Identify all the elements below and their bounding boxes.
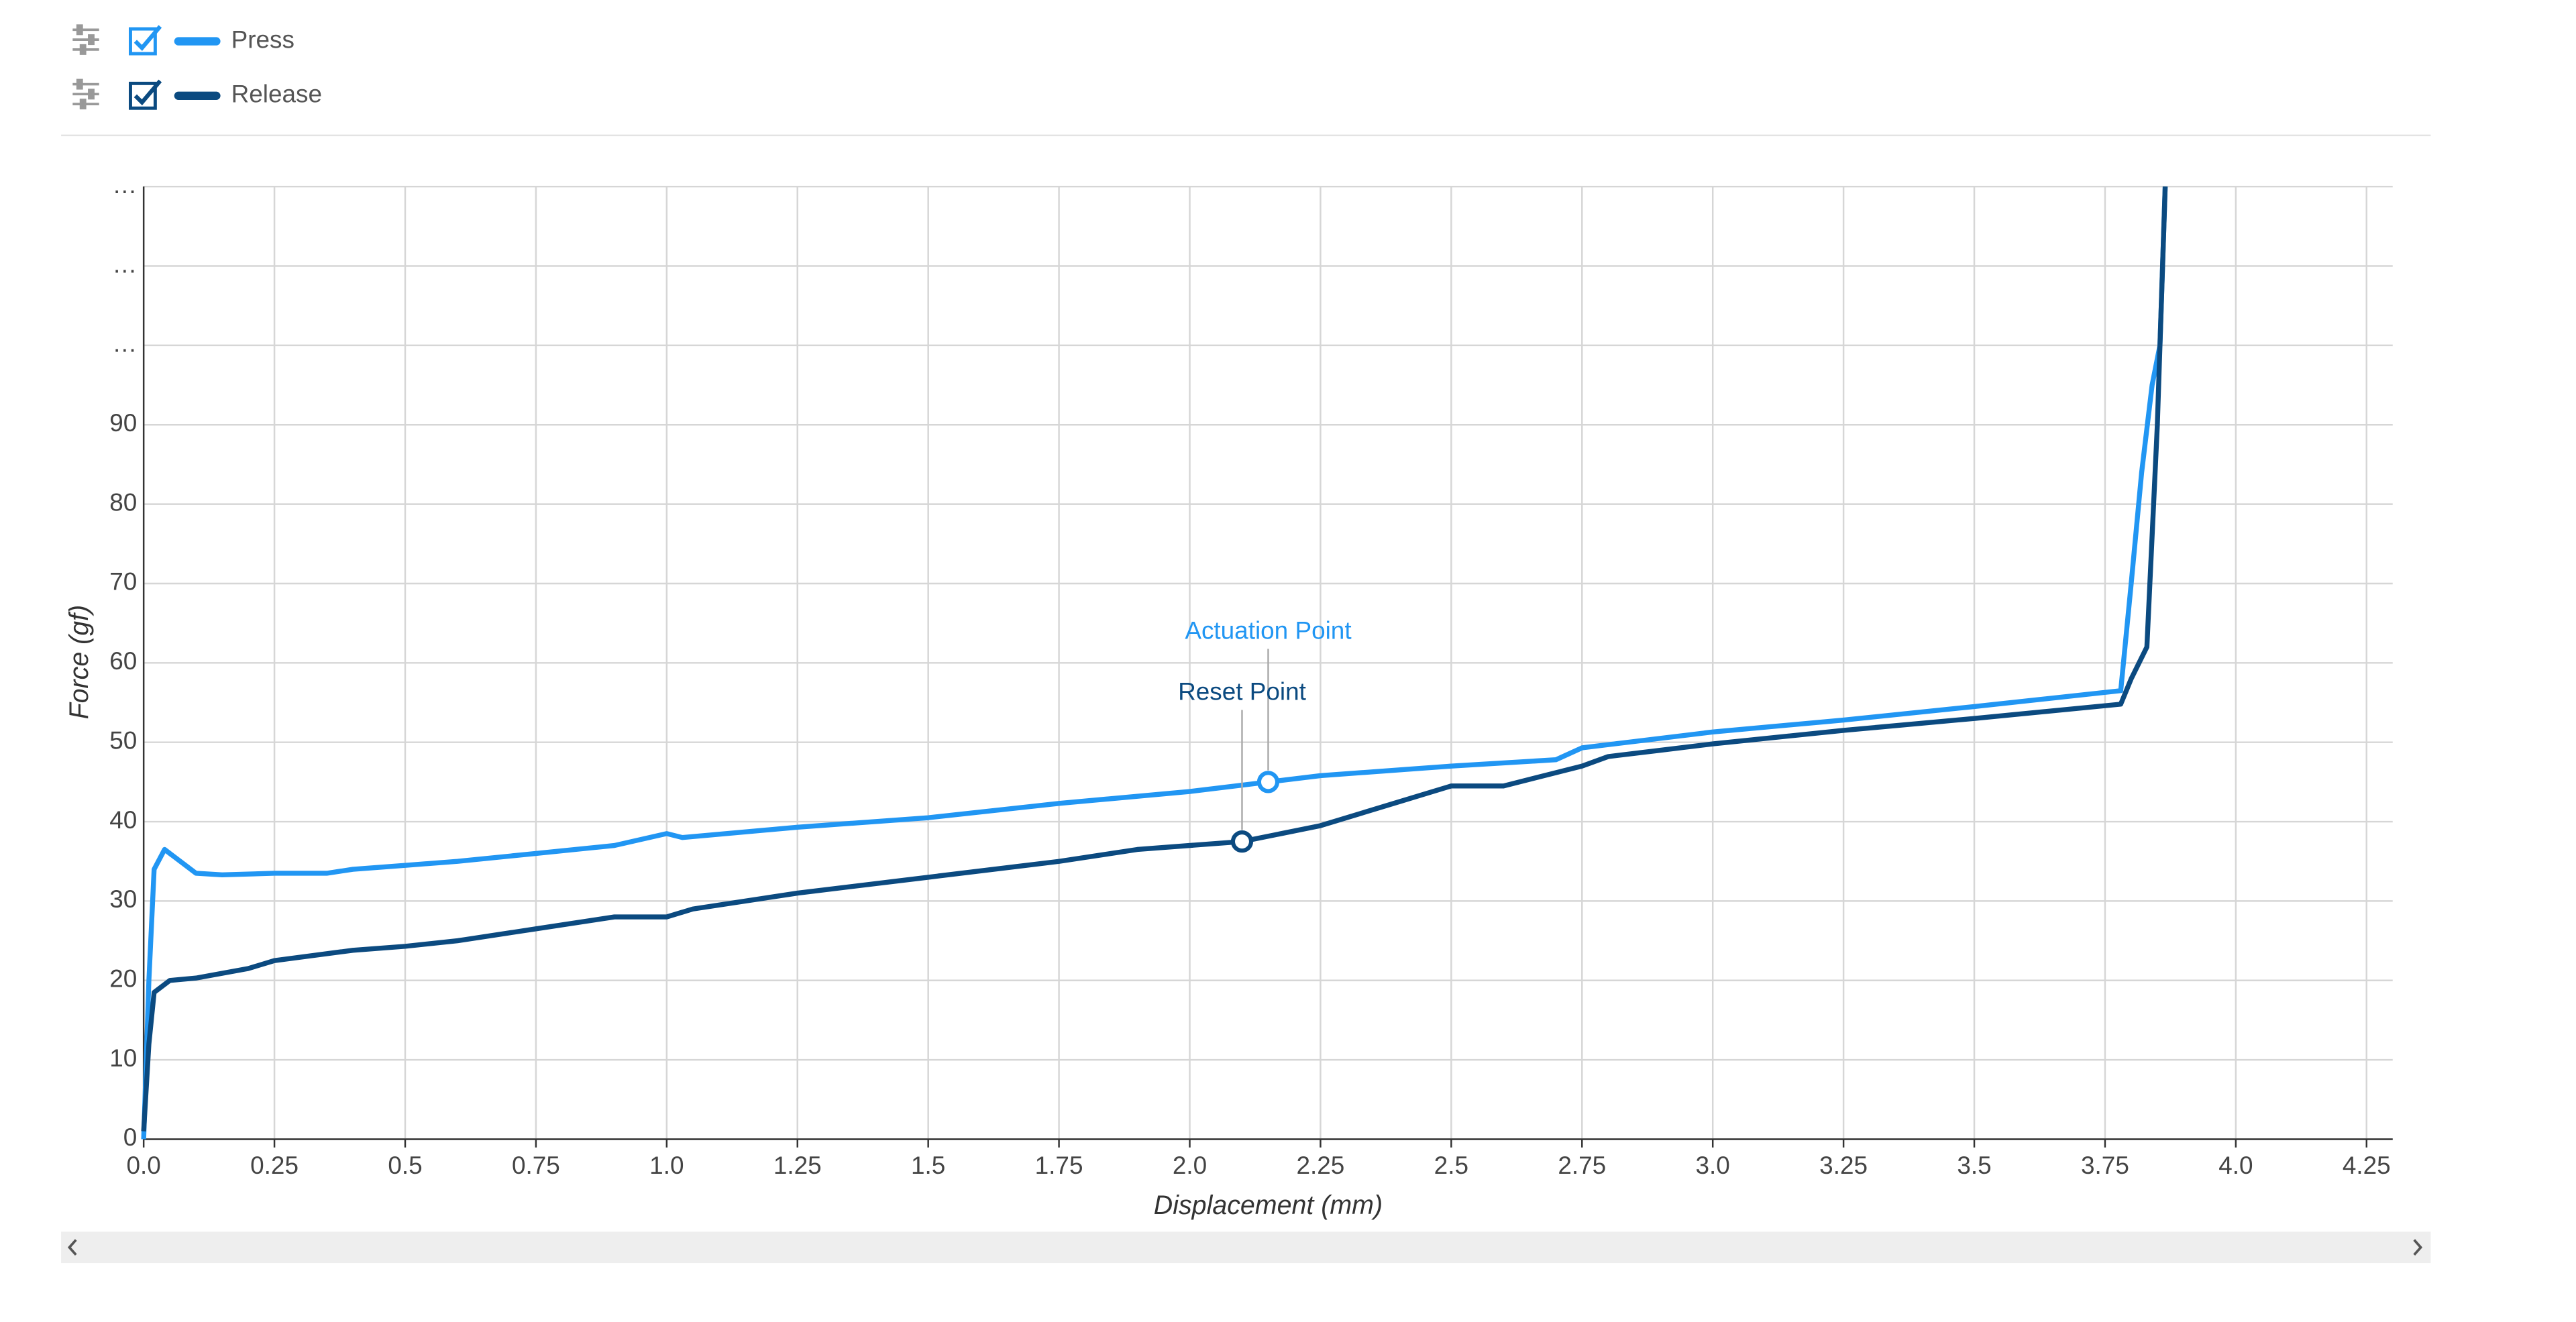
x-tick-label: 2.0 xyxy=(1173,1152,1207,1179)
x-tick-label: 4.0 xyxy=(2218,1152,2253,1179)
x-tick-label: 1.75 xyxy=(1035,1152,1083,1179)
series-line xyxy=(141,186,2168,1140)
x-tick-label: 0.25 xyxy=(250,1152,299,1179)
x-tick-label: 0.75 xyxy=(512,1152,560,1179)
y-tick-label: … xyxy=(112,330,137,357)
x-tick-label: 2.25 xyxy=(1297,1152,1345,1179)
x-tick-label: 0.5 xyxy=(388,1152,422,1179)
legend-item[interactable]: Press xyxy=(129,25,294,56)
y-tick-label: 10 xyxy=(109,1044,137,1072)
y-tick-label: 40 xyxy=(109,806,137,834)
y-tick-label: 90 xyxy=(109,409,137,437)
legend-item[interactable]: Release xyxy=(129,79,322,110)
y-tick-label: 30 xyxy=(109,885,137,913)
x-tick-label: 1.0 xyxy=(649,1152,684,1179)
scroll-left[interactable] xyxy=(67,1239,77,1256)
x-tick-label: 2.5 xyxy=(1434,1152,1468,1179)
x-tick-label: 1.5 xyxy=(911,1152,945,1179)
x-tick-label: 0.0 xyxy=(126,1152,160,1179)
y-axis-label: Force (gf) xyxy=(64,605,94,720)
legend-check xyxy=(133,25,162,51)
y-tick-label: 50 xyxy=(109,726,137,754)
x-tick-label: 3.25 xyxy=(1819,1152,1868,1179)
x-tick-label: 3.75 xyxy=(2081,1152,2129,1179)
y-tick-label: 60 xyxy=(109,647,137,675)
y-tick-label: … xyxy=(112,250,137,278)
x-tick-label: 3.0 xyxy=(1696,1152,1730,1179)
x-tick-label: 1.25 xyxy=(773,1152,822,1179)
series-line xyxy=(141,186,2168,1132)
y-tick-label: 0 xyxy=(123,1123,138,1151)
legend-label: Press xyxy=(231,25,294,53)
scrollbar-track xyxy=(61,1231,2431,1264)
settings-icon[interactable] xyxy=(72,24,99,55)
annotation-marker xyxy=(1256,771,1280,793)
x-tick-label: 4.25 xyxy=(2343,1152,2391,1179)
legend-check xyxy=(133,79,162,106)
y-tick-label: 20 xyxy=(109,965,137,993)
y-tick-label: 80 xyxy=(109,488,137,516)
y-tick-label: … xyxy=(112,171,137,199)
x-axis-label: Displacement (mm) xyxy=(1154,1191,1383,1220)
legend-label: Release xyxy=(231,80,322,108)
x-tick-label: 3.5 xyxy=(1957,1152,1991,1179)
legend-icons xyxy=(72,24,99,110)
x-tick-label: 2.75 xyxy=(1558,1152,1606,1179)
annotation-label: Reset Point xyxy=(1178,678,1306,706)
y-tick-label: 70 xyxy=(109,568,137,596)
annotation-label: Actuation Point xyxy=(1185,617,1351,645)
settings-icon[interactable] xyxy=(72,78,99,110)
scroll-right[interactable] xyxy=(2413,1239,2423,1256)
scrollbar[interactable] xyxy=(61,1231,2431,1264)
annotation-marker xyxy=(1230,830,1254,853)
